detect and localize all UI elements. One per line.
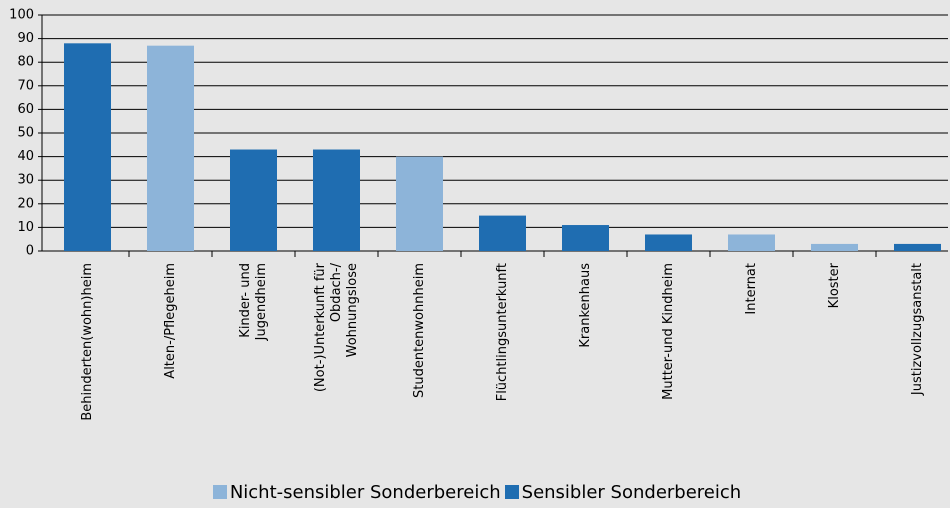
x-tick-label: Kloster (826, 263, 842, 309)
bar (479, 215, 526, 251)
x-tick-label: (Not-)Unterkunft für Obdach-/ Wohnungslo… (312, 263, 360, 393)
bar (147, 45, 194, 252)
x-tick-label: Alten-/Pflegeheim (162, 263, 178, 379)
bar (64, 43, 111, 251)
x-tick-label: Behinderten(wohn)heim (79, 263, 95, 421)
y-tick-label: 30 (17, 173, 34, 188)
y-tick-label: 40 (17, 149, 34, 164)
x-tick-label: Justizvollzugsanstalt (909, 263, 925, 396)
y-tick-label: 60 (17, 102, 34, 117)
y-tick-label: 100 (9, 8, 34, 23)
x-tick-label: Flüchtlingsunterkunft (494, 263, 510, 402)
x-tick-label: Krankenhaus (577, 263, 593, 348)
x-tick-label: Studentenwohnheim (411, 263, 427, 398)
bar (313, 149, 360, 251)
bar (811, 243, 858, 251)
legend: Nicht-sensibler Sonderbereich Sensibler S… (0, 482, 950, 503)
x-tick-label: Kinder- und Jugendheim (237, 263, 269, 341)
bar (562, 225, 609, 251)
legend-swatch (504, 485, 519, 499)
bar (728, 234, 775, 251)
bar (396, 156, 443, 251)
y-tick-label: 80 (17, 55, 34, 70)
bar (894, 243, 941, 251)
legend-label: Nicht-sensibler Sonderbereich (229, 482, 501, 503)
y-tick-label: 50 (17, 126, 34, 141)
bar (230, 149, 277, 251)
x-tick-label: Mutter-und Kindheim (660, 263, 676, 400)
y-tick-label: 70 (17, 78, 34, 93)
y-tick-label: 20 (17, 196, 34, 211)
y-tick-label: 0 (26, 244, 34, 259)
bar (645, 234, 692, 251)
y-tick-label: 90 (17, 31, 34, 46)
x-tick-label: Internat (743, 263, 759, 315)
legend-label: Sensibler Sonderbereich (521, 482, 742, 503)
y-tick-label: 10 (17, 220, 34, 235)
legend-swatch (212, 485, 227, 499)
